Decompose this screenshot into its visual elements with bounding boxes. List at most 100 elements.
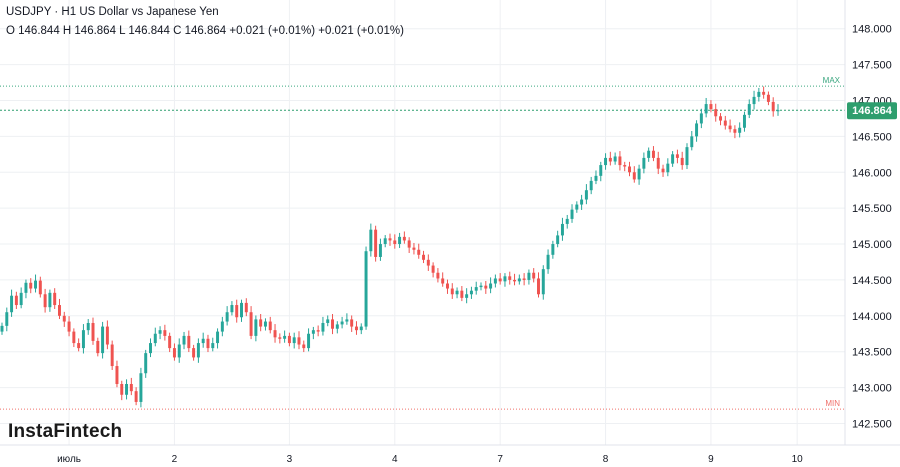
x-tick-label: 10 [792,454,804,465]
candle-body [407,240,411,248]
candle [651,146,655,162]
candle-body [469,290,473,295]
candle [302,340,306,353]
candle [733,125,737,139]
candle-body [508,276,512,280]
candle-body [187,335,191,349]
candle-body [695,123,699,137]
last-price-tag-bg [847,102,897,120]
candle-body [398,236,402,245]
candle-body [378,244,382,257]
candle [671,151,675,167]
candle [158,326,162,340]
candle-body [311,330,315,334]
candle [666,158,670,177]
candle-body [144,353,148,374]
candle [206,334,210,353]
candle [522,273,526,286]
candle-body [283,335,287,339]
candle [369,223,373,257]
candle [14,291,18,309]
candle-body [86,322,90,331]
y-tick-label: 147.500 [852,60,892,72]
candle [101,321,105,359]
candle-body [211,343,215,349]
candle [331,314,335,335]
candle [426,254,430,271]
candle-body [5,312,9,326]
candle-body [153,333,157,344]
candle-body [292,337,296,344]
candle-body [431,265,435,273]
candle-body [14,295,18,306]
candle-body [345,319,349,322]
candle-body [254,319,258,336]
instrument-title: H1 US Dollar vs Japanese Yen [61,6,219,18]
candle-body [714,109,718,117]
candle [307,328,311,352]
candle [742,111,746,132]
candle-body [675,154,679,158]
candle [474,281,478,295]
candle [182,331,186,350]
candle [493,274,497,288]
candle-body [560,223,564,236]
candle-body [177,344,181,358]
candle-body [742,114,746,128]
candle [268,316,272,334]
candle [10,289,14,317]
candle [244,298,248,317]
candle-body [584,190,588,200]
candle [479,282,483,291]
candle-body [196,343,200,358]
candle-body [776,110,780,112]
y-tick-label: 148.000 [852,24,892,36]
candle [134,387,138,406]
candle [345,313,349,325]
candle-body [240,302,243,318]
candle [575,201,579,213]
candle [24,279,28,299]
candle [235,299,239,323]
candle-body [34,280,38,289]
candle-body [158,330,162,334]
candle-body [460,290,464,298]
candle [153,327,157,347]
candle-body [699,113,703,124]
candle [201,332,205,348]
candle-body [417,249,421,255]
y-tick-label: 144.500 [852,275,892,287]
candle-body [168,335,172,349]
last-price-tag-text: 146.864 [852,105,893,117]
candle [393,234,397,249]
candle [632,166,636,183]
grid [0,0,845,445]
candle-body [479,285,483,288]
candle [91,317,95,345]
y-tick-label: 143.500 [852,347,892,359]
candle [163,324,167,341]
candle-body [340,321,344,325]
candle-body [383,238,387,245]
candle-body [0,325,4,332]
candle [637,164,641,185]
candle [594,170,598,185]
candle [771,97,775,117]
candle [211,337,215,352]
candle-body [91,322,95,341]
candle [484,280,488,294]
candle [220,316,224,337]
candle-body [632,172,636,180]
candle-body [201,338,205,344]
candle-body [766,94,770,102]
candle [192,344,196,361]
candle [249,306,253,340]
candle [422,250,426,264]
candle-body [24,282,28,293]
x-tick-label: 3 [287,454,293,465]
candle [115,360,119,388]
candle-body [125,383,129,395]
candle [125,379,129,400]
candle [273,324,277,343]
